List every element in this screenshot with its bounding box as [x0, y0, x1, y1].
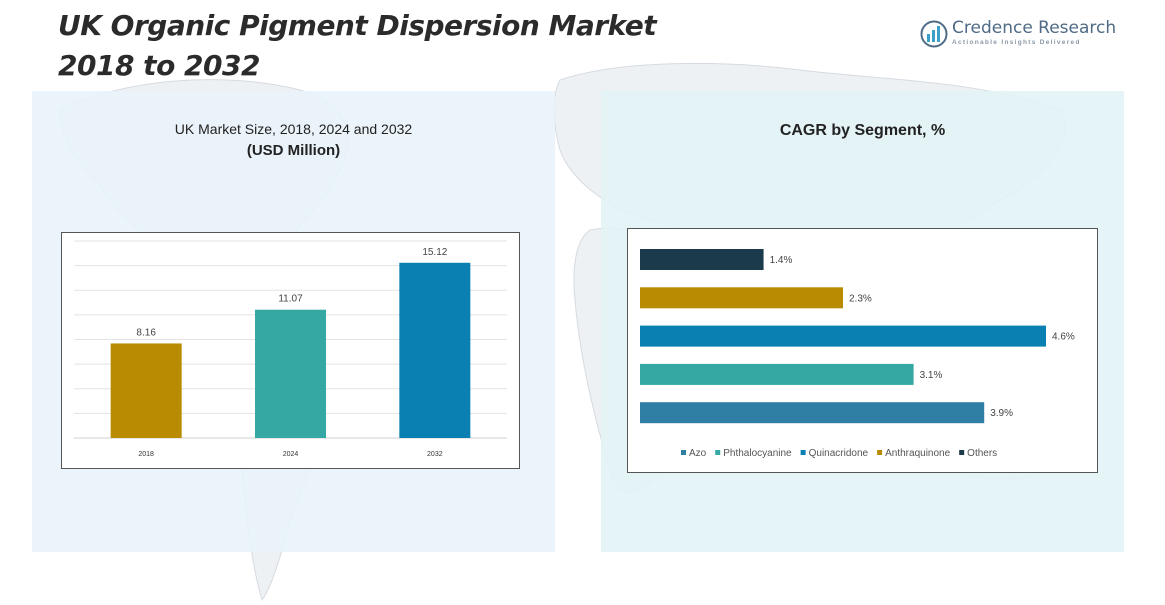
bar-2032 — [399, 262, 471, 438]
bar-azo — [640, 402, 985, 424]
x-tick-label: 2032 — [427, 451, 443, 458]
legend-swatch — [681, 450, 686, 455]
legend-swatch — [715, 450, 721, 455]
cagr-panel: CAGR by Segment, % 1.4% 2.3% 4.6% 3.1% 3.9% A… — [601, 91, 1124, 552]
bar-phthalocyanine — [640, 363, 914, 385]
bar-others — [640, 249, 764, 270]
legend-label: Anthraquinone — [885, 448, 950, 459]
bar-value-label: 2.3% — [849, 293, 872, 304]
bar-chart-logo-icon — [920, 20, 948, 48]
bar-value-label: 3.9% — [990, 408, 1013, 419]
bar-quinacridone — [640, 325, 1046, 347]
bar-value-label: 3.1% — [920, 370, 943, 381]
page-title: UK Organic Pigment Dispersion Market 201… — [58, 6, 657, 86]
legend-swatch — [959, 450, 965, 455]
title-line-1: UK Organic Pigment Dispersion Market — [58, 9, 657, 42]
legend-label: Phthalocyanine — [723, 448, 792, 459]
legend-label: Quinacridone — [809, 448, 869, 459]
legend-label: Others — [967, 448, 997, 459]
legend-swatch — [877, 450, 883, 455]
market-size-bar-chart: 8.16 2018 11.07 2024 15.12 2032 — [74, 240, 507, 458]
legend-label: Azo — [689, 448, 707, 459]
x-tick-label: 2018 — [138, 451, 154, 458]
bar-2024 — [255, 309, 326, 438]
credence-research-logo: Credence Research Actionable Insights De… — [920, 18, 1116, 50]
bar-value-label: 1.4% — [770, 255, 793, 266]
cagr-horizontal-bar-chart: 1.4% 2.3% 4.6% 3.1% 3.9% Azo Phthalocyanine Qui… — [640, 249, 1075, 459]
market-size-panel: UK Market Size, 2018, 2024 and 2032 (USD… — [32, 91, 555, 552]
market-size-title: UK Market Size, 2018, 2024 and 2032 — [174, 121, 413, 137]
market-size-chart-frame: 8.16 2018 11.07 2024 15.12 2032 — [61, 232, 520, 469]
bar-value-label: 15.12 — [422, 247, 447, 258]
logo-name: Credence Research — [952, 18, 1117, 38]
title-line-2: 2018 to 2032 — [58, 49, 260, 82]
bar-anthraquinone — [640, 287, 843, 309]
cagr-title: CAGR by Segment, % — [779, 122, 946, 139]
bar-value-label: 4.6% — [1052, 332, 1075, 343]
legend-swatch — [800, 450, 806, 455]
x-tick-label: 2024 — [283, 451, 299, 458]
cagr-chart-frame: 1.4% 2.3% 4.6% 3.1% 3.9% Azo Phthalocyanine Qui… — [627, 228, 1098, 473]
bar-value-label: 11.07 — [278, 294, 303, 305]
bar-value-label: 8.16 — [136, 327, 156, 338]
bar-2018 — [110, 343, 182, 438]
logo-tagline: Actionable Insights Delivered — [952, 39, 1081, 46]
market-size-unit: (USD Million) — [246, 142, 341, 159]
